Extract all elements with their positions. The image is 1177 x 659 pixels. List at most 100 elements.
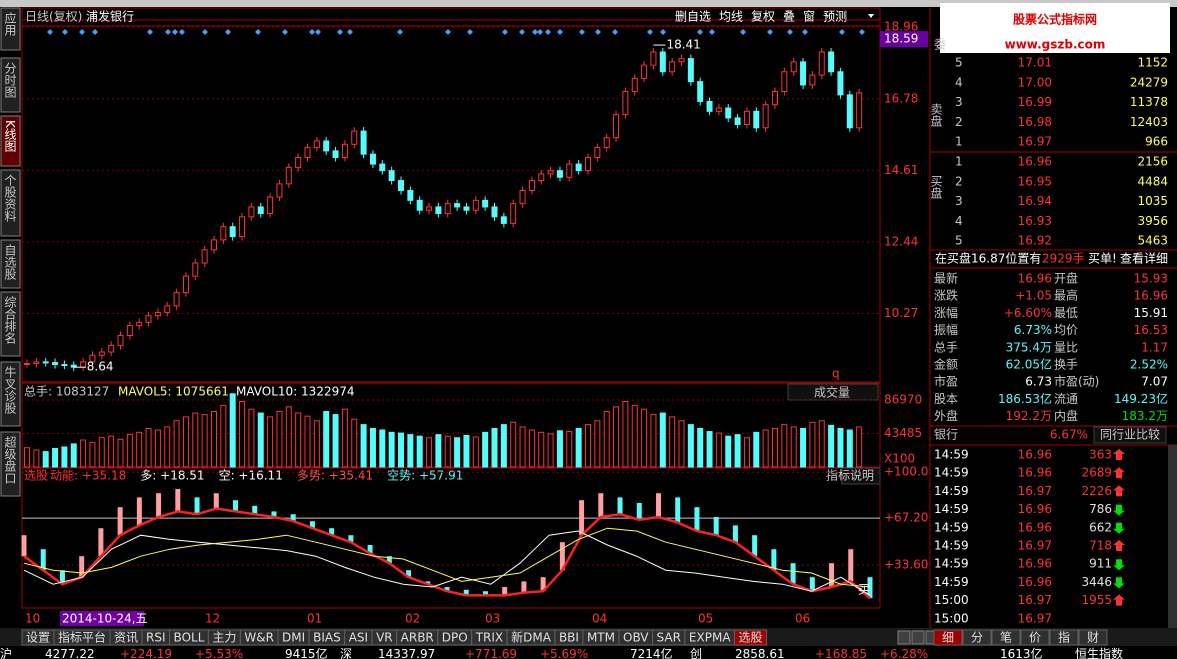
signal-diamond [467, 29, 473, 35]
candle-body [229, 226, 236, 238]
sidebar-tab[interactable] [0, 7, 21, 51]
candle-body [454, 203, 461, 208]
level: 2 [955, 174, 963, 188]
trade-volume: 2689 [1081, 466, 1112, 480]
right-tab[interactable] [1020, 629, 1050, 646]
tab-label[interactable]: BOLL [174, 631, 205, 645]
right-tab-label[interactable]: 指 [1058, 630, 1070, 645]
compare-box[interactable] [1093, 426, 1167, 444]
tab-label[interactable]: EXPMA [689, 631, 731, 645]
volume-bar [164, 426, 171, 468]
header-button[interactable]: 叠 [783, 10, 795, 24]
tab-label[interactable]: 设置 [26, 631, 50, 645]
tab-label[interactable]: MTM [587, 631, 615, 645]
header-button[interactable]: 预测 [823, 10, 847, 24]
trade-time: 14:59 [934, 502, 969, 516]
volume-bar [285, 406, 292, 468]
volume-bar [267, 416, 274, 468]
x-tick-label: 10 [25, 612, 40, 626]
right-tab-label[interactable]: 财 [1087, 631, 1099, 645]
header-button[interactable]: 复权 [751, 10, 775, 24]
y-tick-label: +100.0 [884, 465, 928, 479]
status-text: 2858.61 [735, 647, 785, 659]
scroll-button[interactable] [911, 630, 925, 645]
tab-label[interactable]: BBI [559, 631, 579, 645]
sidebar-tab[interactable] [0, 115, 21, 167]
sidebar-tab[interactable] [0, 239, 21, 289]
right-tab-label[interactable]: 分 [971, 631, 983, 645]
down-arrow [1113, 577, 1125, 589]
tab-label[interactable]: 资讯 [114, 631, 138, 645]
sidebar-tab[interactable] [0, 291, 21, 357]
book-price: 16.93 [1018, 214, 1052, 228]
stat-name: 股本 [934, 392, 958, 406]
stat-value: 149.23亿 [1114, 391, 1168, 406]
stat-name: 流通 [1054, 392, 1078, 406]
sidebar-tab[interactable] [0, 431, 21, 497]
sidebar-label: 超级盘口 [3, 435, 17, 484]
candle-body [220, 226, 227, 241]
right-tab[interactable] [933, 629, 963, 646]
white-line [23, 530, 871, 596]
volume-bar [678, 420, 685, 468]
tab-label[interactable]: ARBR [401, 631, 434, 645]
help-box[interactable] [841, 467, 881, 485]
right-tab[interactable] [991, 629, 1021, 646]
volume-bar [182, 416, 189, 468]
tab-label[interactable]: RSI [146, 631, 166, 645]
sidebar-tab[interactable] [0, 169, 21, 237]
tab[interactable] [734, 629, 768, 646]
tab-label[interactable]: 新DMA [511, 630, 552, 645]
trade-volume: 363 [1089, 448, 1112, 462]
volume-bar [697, 427, 704, 468]
candle-body [519, 189, 526, 205]
stat-name: 均价 [1054, 323, 1078, 337]
tab-label[interactable]: VR [376, 631, 393, 645]
tab-label[interactable]: 选股 [739, 631, 763, 645]
tab-label[interactable]: TRIX [475, 631, 503, 645]
sidebar-tab[interactable] [0, 57, 21, 113]
header-button[interactable]: 窗 [803, 10, 815, 24]
right-tab[interactable] [962, 629, 992, 646]
signal-diamond [647, 29, 653, 35]
right-tab[interactable] [1078, 629, 1108, 646]
candle-body [491, 206, 498, 218]
stat-name: 量比 [1054, 340, 1078, 354]
volume-bar [61, 446, 68, 468]
candle-body [463, 206, 470, 211]
signal-diamond [537, 29, 543, 35]
candle-body [734, 117, 741, 126]
scroll-button[interactable] [897, 630, 911, 645]
notice-link[interactable]: 查看详细 [1120, 251, 1168, 266]
tab-label[interactable]: ASI [349, 631, 368, 645]
header-button[interactable]: 删自选 [675, 10, 711, 24]
tab-label[interactable]: W&R [244, 631, 274, 645]
tab-label[interactable]: DMI [282, 631, 305, 645]
low-label: 8.64 [87, 360, 114, 374]
sidebar-tab[interactable] [0, 361, 21, 427]
right-tab-label[interactable]: 细 [942, 631, 954, 645]
tab-label[interactable]: SAR [657, 631, 681, 645]
stat-value: 16.96 [1134, 289, 1168, 303]
candle-body [444, 203, 451, 215]
right-tab-label[interactable]: 价 [1029, 631, 1041, 645]
tab-label[interactable]: BIAS [313, 631, 341, 645]
tab-label[interactable]: 指标平台 [58, 630, 106, 645]
signal-diamond [502, 29, 508, 35]
header-button[interactable]: 均线 [719, 10, 743, 24]
trade-volume: 662 [1089, 520, 1112, 534]
candle-body [136, 321, 143, 327]
candle-body [192, 262, 199, 277]
tab-label[interactable]: DPO [442, 631, 468, 645]
stat-value: 183.2万 [1122, 409, 1168, 423]
volume-bar [856, 426, 863, 468]
volume-bar [248, 408, 255, 468]
tab-label[interactable]: OBV [623, 631, 649, 645]
candle-body [173, 292, 180, 307]
volume-bar [257, 412, 264, 468]
tab-label[interactable]: 主力 [212, 631, 236, 645]
right-tab-label[interactable]: 笔 [1000, 630, 1012, 645]
volume-bar [276, 411, 283, 468]
right-tab[interactable] [1049, 629, 1079, 646]
signal-diamond [225, 29, 231, 35]
